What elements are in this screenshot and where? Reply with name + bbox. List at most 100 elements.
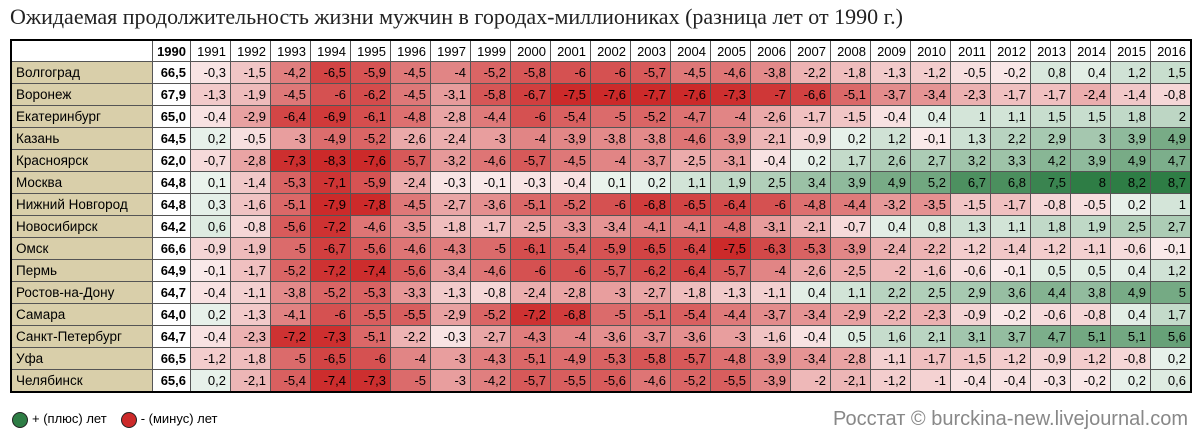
diff-cell: -6 [310,303,351,326]
diff-cell: -6,4 [710,193,751,216]
diff-cell: -3 [430,369,471,393]
title: Ожидаемая продолжительность жизни мужчин… [10,4,903,29]
diff-cell: 3,7 [990,325,1031,348]
diff-cell: -6 [510,259,551,282]
diff-cell: 2 [1150,105,1192,128]
diff-cell: 1,9 [1070,215,1111,238]
diff-cell: -1,5 [950,193,991,216]
table-row: Новосибирск 64,2 0,6 -0,8 -5,6 -7,2 -4,6 -3,5 -1… [10,215,1192,238]
diff-cell: 3,9 [1110,127,1151,150]
diff-cell: -5,9 [590,237,631,260]
city-name: Санкт-Петербург [10,325,153,348]
diff-cell: 4,4 [1030,281,1071,304]
diff-cell: -1,1 [870,347,911,370]
diff-cell: 5,1 [1070,325,1111,348]
header-cell: 2009 [870,39,911,62]
base-value: 64,7 [152,325,191,348]
base-value: 64,8 [152,171,191,194]
base-value: 67,9 [152,83,191,106]
diff-cell: -2,2 [910,237,951,260]
header-cell: 2014 [1070,39,1111,62]
diff-cell: 0,5 [1030,259,1071,282]
diff-cell: -4,3 [510,325,551,348]
header-cell: 2007 [790,39,831,62]
diff-cell: 0,2 [1150,347,1192,370]
diff-cell: -0,3 [510,171,551,194]
diff-cell: -0,6 [950,259,991,282]
diff-cell: -5,2 [670,369,711,393]
diff-cell: 0,2 [190,127,231,150]
diff-cell: -6,3 [750,237,791,260]
diff-cell: -6 [550,259,591,282]
diff-cell: -6 [350,347,391,370]
diff-cell: -6,4 [270,105,311,128]
diff-cell: -3,9 [710,127,751,150]
header-cell: 2001 [550,39,591,62]
diff-cell: -5,9 [350,171,391,194]
legend-item: - (минус) лет [120,411,217,428]
diff-cell: -2,7 [430,193,471,216]
diff-cell: -6,8 [630,193,671,216]
diff-cell: -6,5 [310,347,351,370]
legend-label: + (плюс) лет [32,411,107,426]
city-name: Красноярск [10,149,153,172]
diff-cell: 6,7 [950,171,991,194]
diff-cell: 1,5 [1070,105,1111,128]
diff-cell: -5,6 [590,369,631,393]
base-value: 66,5 [152,61,191,84]
header-cell: 1991 [190,39,231,62]
diff-cell: 2,7 [1150,215,1192,238]
diff-cell: -3,2 [430,149,471,172]
diff-cell: -1,3 [190,83,231,106]
diff-cell: -5,3 [790,237,831,260]
table-row: Пермь 64,9 -0,1 -1,7 -5,2 -7,2 -7,4 -5,6 -3,4 -4,… [10,259,1192,282]
diff-cell: 2,9 [1030,127,1071,150]
diff-cell: 1,2 [1150,259,1192,282]
diff-cell: -1,1 [1070,237,1111,260]
diff-cell: -7,3 [270,149,311,172]
diff-cell: -2,6 [750,105,791,128]
legend-swatch [120,411,137,428]
legend-item: + (плюс) лет [12,411,107,428]
table-row: Красноярск 62,0 -0,7 -2,8 -7,3 -8,3 -7,6 -5,7 -3… [10,149,1192,172]
diff-cell: 1,6 [870,325,911,348]
diff-cell: -7,7 [630,83,671,106]
diff-cell: -3,4 [590,215,631,238]
diff-cell: -0,9 [190,237,231,260]
diff-cell: -1,5 [230,61,271,84]
diff-cell: -2,4 [510,281,551,304]
diff-cell: 3,3 [990,149,1031,172]
diff-cell: -0,8 [1150,83,1192,106]
diff-cell: -3,6 [470,193,511,216]
diff-cell: 4,2 [1030,149,1071,172]
diff-cell: -0,2 [1070,369,1111,393]
diff-cell: -5,9 [350,61,391,84]
base-value: 64,8 [152,193,191,216]
table-row: Волгоград 66,5 -0,3 -1,5 -4,2 -6,5 -5,9 -4,5 -4-… [10,61,1192,84]
diff-cell: -4 [390,347,431,370]
diff-cell: -5,2 [470,61,511,84]
header-cell: 1993 [270,39,311,62]
diff-cell: -1,7 [470,215,511,238]
diff-cell: -3,3 [390,281,431,304]
diff-cell: -1,8 [230,347,271,370]
diff-cell: 2,1 [910,325,951,348]
diff-cell: -1,6 [910,259,951,282]
diff-cell: -1,9 [230,83,271,106]
diff-cell: -3 [270,127,311,150]
diff-cell: 5 [1150,281,1192,304]
diff-cell: -5,4 [550,237,591,260]
diff-cell: -5,3 [350,281,391,304]
diff-cell: -1,9 [230,237,271,260]
diff-cell: -5,3 [590,347,631,370]
diff-cell: -3 [590,281,631,304]
diff-cell: -7,2 [310,215,351,238]
diff-cell: -0,8 [1070,303,1111,326]
diff-cell: 4,9 [1110,149,1151,172]
diff-cell: -3,3 [550,215,591,238]
base-value: 62,0 [152,149,191,172]
diff-cell: -1,2 [950,237,991,260]
city-name: Самара [10,303,153,326]
diff-cell: -1,5 [830,105,871,128]
diff-cell: -4,5 [390,83,431,106]
